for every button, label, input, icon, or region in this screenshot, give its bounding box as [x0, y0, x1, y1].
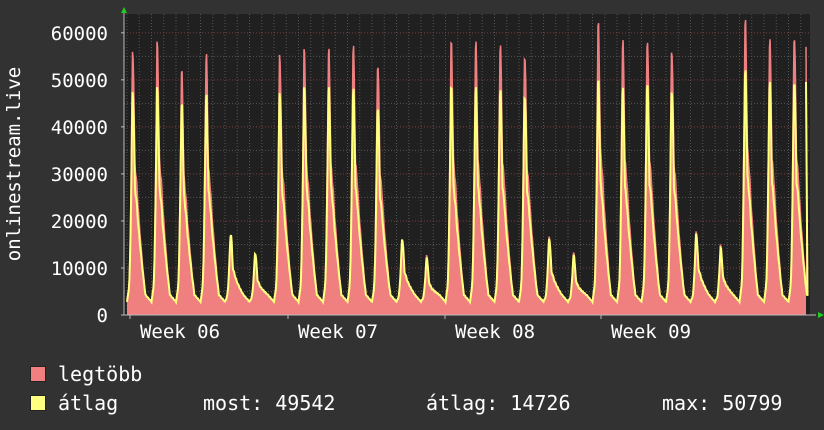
legend-swatch-max [30, 366, 46, 382]
axes [121, 7, 824, 318]
series-line-avg [126, 70, 809, 306]
legend-item-max: legtöbb [30, 362, 142, 386]
y-tick-label: 50000 [51, 70, 108, 92]
y-tick-label: 40000 [51, 117, 108, 139]
x-tick-label: Week 07 [298, 321, 378, 343]
stat-average: átlag: 14726 [426, 391, 571, 415]
y-axis-ticks: 0 10000 20000 30000 40000 50000 60000 [51, 23, 124, 327]
x-tick-label: Week 09 [611, 321, 691, 343]
grid [124, 14, 810, 315]
legend-label-max: legtöbb [58, 362, 143, 386]
legend-item-avg: átlag [30, 391, 118, 415]
legend-label-avg: átlag [58, 391, 119, 415]
x-tick-label: Week 08 [455, 321, 535, 343]
stat-max: max: 50799 [662, 391, 783, 415]
y-tick-label: 30000 [51, 164, 108, 186]
plot-background [124, 14, 810, 315]
stat-current: most: 49542 [203, 391, 336, 415]
y-axis-label: onlinestream.live [3, 67, 25, 261]
legend-swatch-avg [30, 395, 46, 411]
x-axis-arrow [818, 312, 824, 318]
y-tick-label: 10000 [51, 258, 108, 280]
y-tick-label: 20000 [51, 211, 108, 233]
x-tick-label: Week 06 [140, 321, 220, 343]
y-tick-label: 0 [97, 305, 108, 327]
y-axis-arrow [121, 7, 127, 13]
x-axis-ticks: Week 06 Week 07 Week 08 Week 09 [129, 315, 691, 343]
series-areas [126, 19, 809, 315]
y-tick-label: 60000 [51, 23, 108, 45]
